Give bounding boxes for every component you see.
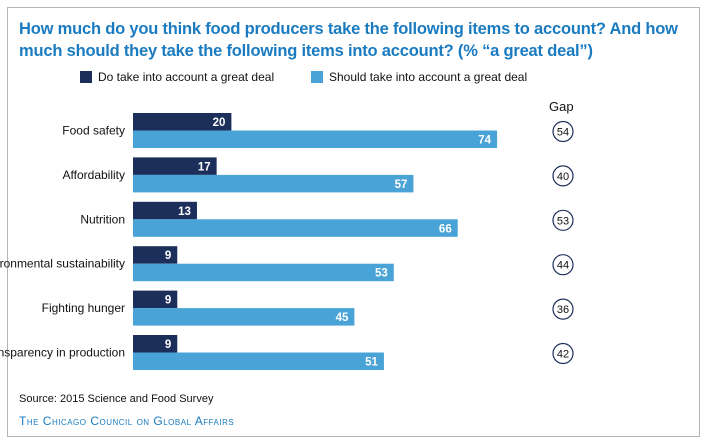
- data-label: 53: [375, 268, 388, 280]
- legend-label-do: Do take into account a great deal: [98, 70, 275, 84]
- gap-value: 54: [557, 127, 569, 139]
- data-label: 9: [165, 339, 171, 351]
- category-label: Nutrition: [80, 212, 125, 226]
- bar-do: [133, 246, 178, 264]
- legend-item-do: Do take into account a great deal: [80, 70, 274, 84]
- bar-should: [133, 263, 394, 282]
- legend-swatch-should: [311, 71, 323, 83]
- legend-item-should: Should take into account a great deal: [311, 70, 527, 84]
- data-label: 51: [365, 357, 378, 369]
- gap-value: 36: [557, 304, 569, 316]
- bar-do: [133, 157, 217, 175]
- category-label: Environmental sustainability: [0, 257, 125, 271]
- gap-value: 53: [557, 215, 569, 227]
- bar-do: [133, 335, 178, 353]
- bar-should: [133, 308, 355, 326]
- bar-should: [133, 219, 458, 237]
- data-label: 66: [439, 223, 452, 235]
- bar-should: [133, 174, 414, 193]
- legend-swatch-do: [80, 71, 92, 83]
- gap-circle: [552, 254, 574, 276]
- gap-value: 44: [557, 260, 569, 272]
- data-label: 13: [178, 206, 191, 218]
- data-label: 57: [395, 179, 408, 191]
- data-label: 45: [336, 312, 349, 324]
- gap-circle: [552, 120, 574, 143]
- chart-title: How much do you think food producers tak…: [19, 20, 678, 60]
- bar-do: [133, 113, 232, 131]
- data-label: 20: [213, 117, 226, 129]
- chart-frame: [7, 7, 700, 437]
- category-label: Fighting hunger: [42, 301, 125, 315]
- category-label: Transparency in production: [0, 346, 125, 360]
- category-label: Food safety: [62, 124, 125, 138]
- bar-should: [133, 130, 498, 148]
- bar-do: [133, 201, 197, 220]
- bar-should: [133, 352, 384, 370]
- gap-value: 42: [557, 349, 569, 361]
- data-label: 9: [165, 295, 171, 307]
- gap-value: 40: [557, 171, 569, 183]
- gap-header: Gap: [549, 99, 574, 114]
- gap-circle: [552, 165, 574, 187]
- category-label: Affordability: [63, 168, 125, 182]
- source-note: Source: 2015 Science and Food Survey: [19, 393, 214, 405]
- bar-do: [133, 290, 178, 309]
- gap-circle: [552, 298, 574, 320]
- organization-logo-text: The Chicago Council on Global Affairs: [19, 414, 235, 428]
- gap-circle: [552, 342, 574, 365]
- data-label: 9: [165, 250, 171, 262]
- data-label: 74: [478, 135, 491, 147]
- data-label: 17: [198, 161, 211, 173]
- legend-label-should: Should take into account a great deal: [329, 70, 528, 84]
- gap-circle: [552, 209, 574, 231]
